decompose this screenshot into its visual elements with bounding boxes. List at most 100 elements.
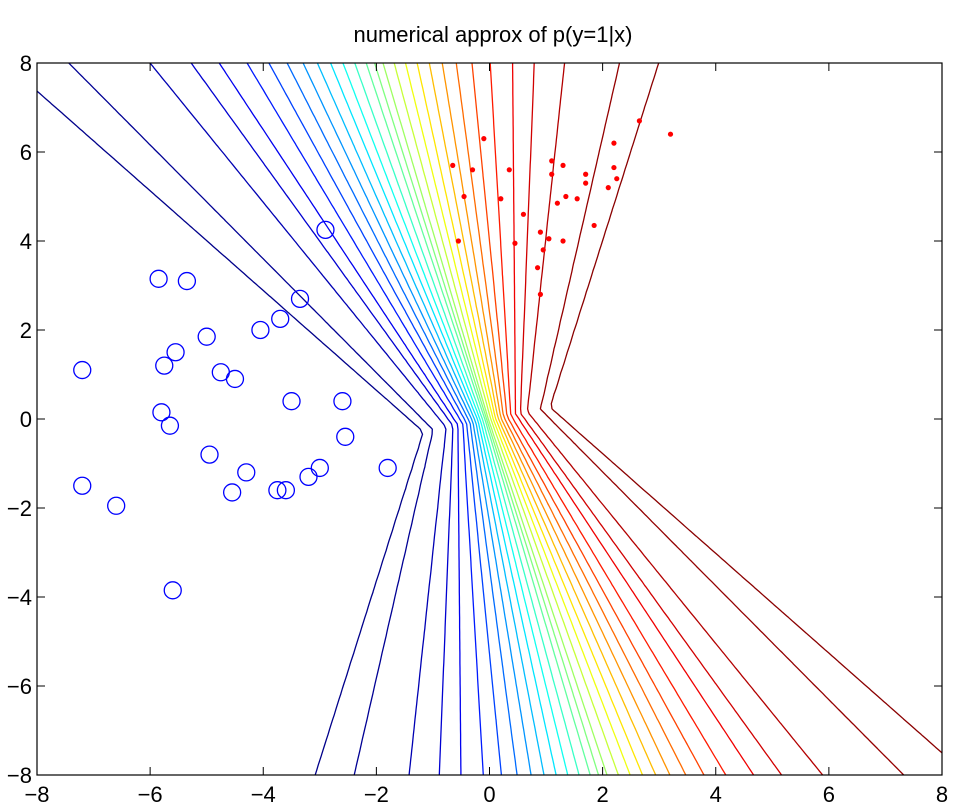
y-tick-label: 0 <box>20 407 32 432</box>
class-1-point <box>498 196 504 202</box>
class-1-point <box>512 240 518 246</box>
contour-line <box>286 63 518 775</box>
contour-line <box>246 63 484 775</box>
class-0-point <box>163 581 182 600</box>
x-tick-label: 6 <box>823 782 835 807</box>
class-1-point <box>540 247 546 253</box>
class-1-point <box>636 118 642 124</box>
x-tick-label: −6 <box>138 782 163 807</box>
class-0-point <box>237 463 256 482</box>
contour-line <box>416 63 644 775</box>
contour-line <box>354 63 580 775</box>
contour-line <box>455 63 687 775</box>
class-0-point <box>200 445 219 464</box>
y-tick-label: 2 <box>20 318 32 343</box>
x-tick-label: −8 <box>24 782 49 807</box>
contour-line <box>342 63 569 775</box>
class-1-point <box>563 193 569 200</box>
class-1-point <box>534 265 541 271</box>
class-0-point <box>222 483 242 502</box>
contour-line <box>441 63 671 775</box>
contour-line <box>190 63 454 775</box>
tick-layer: −8 −6 −4 −2 0 2 4 6 8 −8 −6 −4 −2 0 2 4 6 8 <box>7 51 948 807</box>
class-0-point <box>378 458 397 478</box>
y-tick-label: 6 <box>20 140 32 165</box>
class-1-point <box>605 185 611 191</box>
class-1-point <box>461 193 467 200</box>
y-tick-label: −8 <box>7 763 32 788</box>
contour-line <box>37 90 424 775</box>
y-tick-label: 8 <box>20 51 32 76</box>
point-layer <box>73 118 674 600</box>
class-0-point <box>316 220 335 240</box>
y-tick-label: −4 <box>7 585 32 610</box>
class-1-point <box>611 164 617 171</box>
contour-line <box>393 63 620 775</box>
class-0-point <box>225 369 245 389</box>
class-0-point <box>310 458 329 478</box>
class-0-point <box>166 343 185 362</box>
class-0-point <box>276 481 296 500</box>
contour-line <box>511 63 755 775</box>
contour-line <box>68 63 433 775</box>
x-tick-label: 8 <box>936 782 948 807</box>
class-1-point <box>450 162 456 168</box>
contour-line <box>489 63 727 775</box>
class-1-point <box>537 229 544 235</box>
class-0-point <box>336 427 355 446</box>
contour-line <box>149 63 447 775</box>
class-1-point <box>560 162 566 168</box>
contour-line <box>471 63 705 775</box>
contour-line <box>382 63 608 775</box>
class-0-point <box>155 356 174 375</box>
class-1-point <box>614 176 620 182</box>
contour-line <box>404 63 631 775</box>
class-0-point <box>73 360 92 380</box>
contour-line <box>373 63 600 775</box>
class-0-point <box>251 320 270 340</box>
class-0-point <box>268 481 287 500</box>
contour-layer <box>37 63 942 775</box>
class-0-point <box>160 416 180 435</box>
class-1-point <box>591 222 597 229</box>
contour-line <box>365 63 591 775</box>
class-0-point <box>197 327 216 346</box>
class-1-point <box>455 238 461 244</box>
class-0-point <box>282 392 301 411</box>
x-tick-label: −2 <box>364 782 389 807</box>
class-1-point <box>537 291 544 297</box>
class-1-point <box>583 180 589 186</box>
class-0-point <box>177 271 197 291</box>
class-0-point <box>107 496 126 515</box>
contour-line <box>329 63 557 775</box>
class-1-point <box>481 136 487 142</box>
class-0-point <box>271 309 290 329</box>
class-0-point <box>290 289 310 309</box>
class-0-point <box>73 476 92 495</box>
contour-line <box>268 63 503 775</box>
chart-title: numerical approx of p(y=1|x) <box>353 22 632 47</box>
class-1-point <box>469 167 476 173</box>
class-1-point <box>520 211 527 217</box>
contour-line <box>550 63 942 754</box>
class-1-point <box>549 171 555 177</box>
class-1-point <box>667 131 674 137</box>
contour-line <box>539 63 905 775</box>
contour-line <box>428 63 657 775</box>
contour-line <box>302 63 532 775</box>
class-0-point <box>152 403 171 422</box>
class-0-point <box>333 392 352 411</box>
x-tick-label: 0 <box>483 782 495 807</box>
class-1-point <box>611 140 617 146</box>
class-1-point <box>546 236 552 242</box>
x-tick-label: 4 <box>710 782 722 807</box>
class-1-point <box>583 171 589 177</box>
class-1-point <box>574 196 580 202</box>
plot-frame <box>36 62 943 776</box>
x-tick-label: 2 <box>597 782 609 807</box>
y-tick-label: −6 <box>7 674 32 699</box>
contour-line <box>519 63 783 775</box>
contour-line <box>316 63 545 775</box>
